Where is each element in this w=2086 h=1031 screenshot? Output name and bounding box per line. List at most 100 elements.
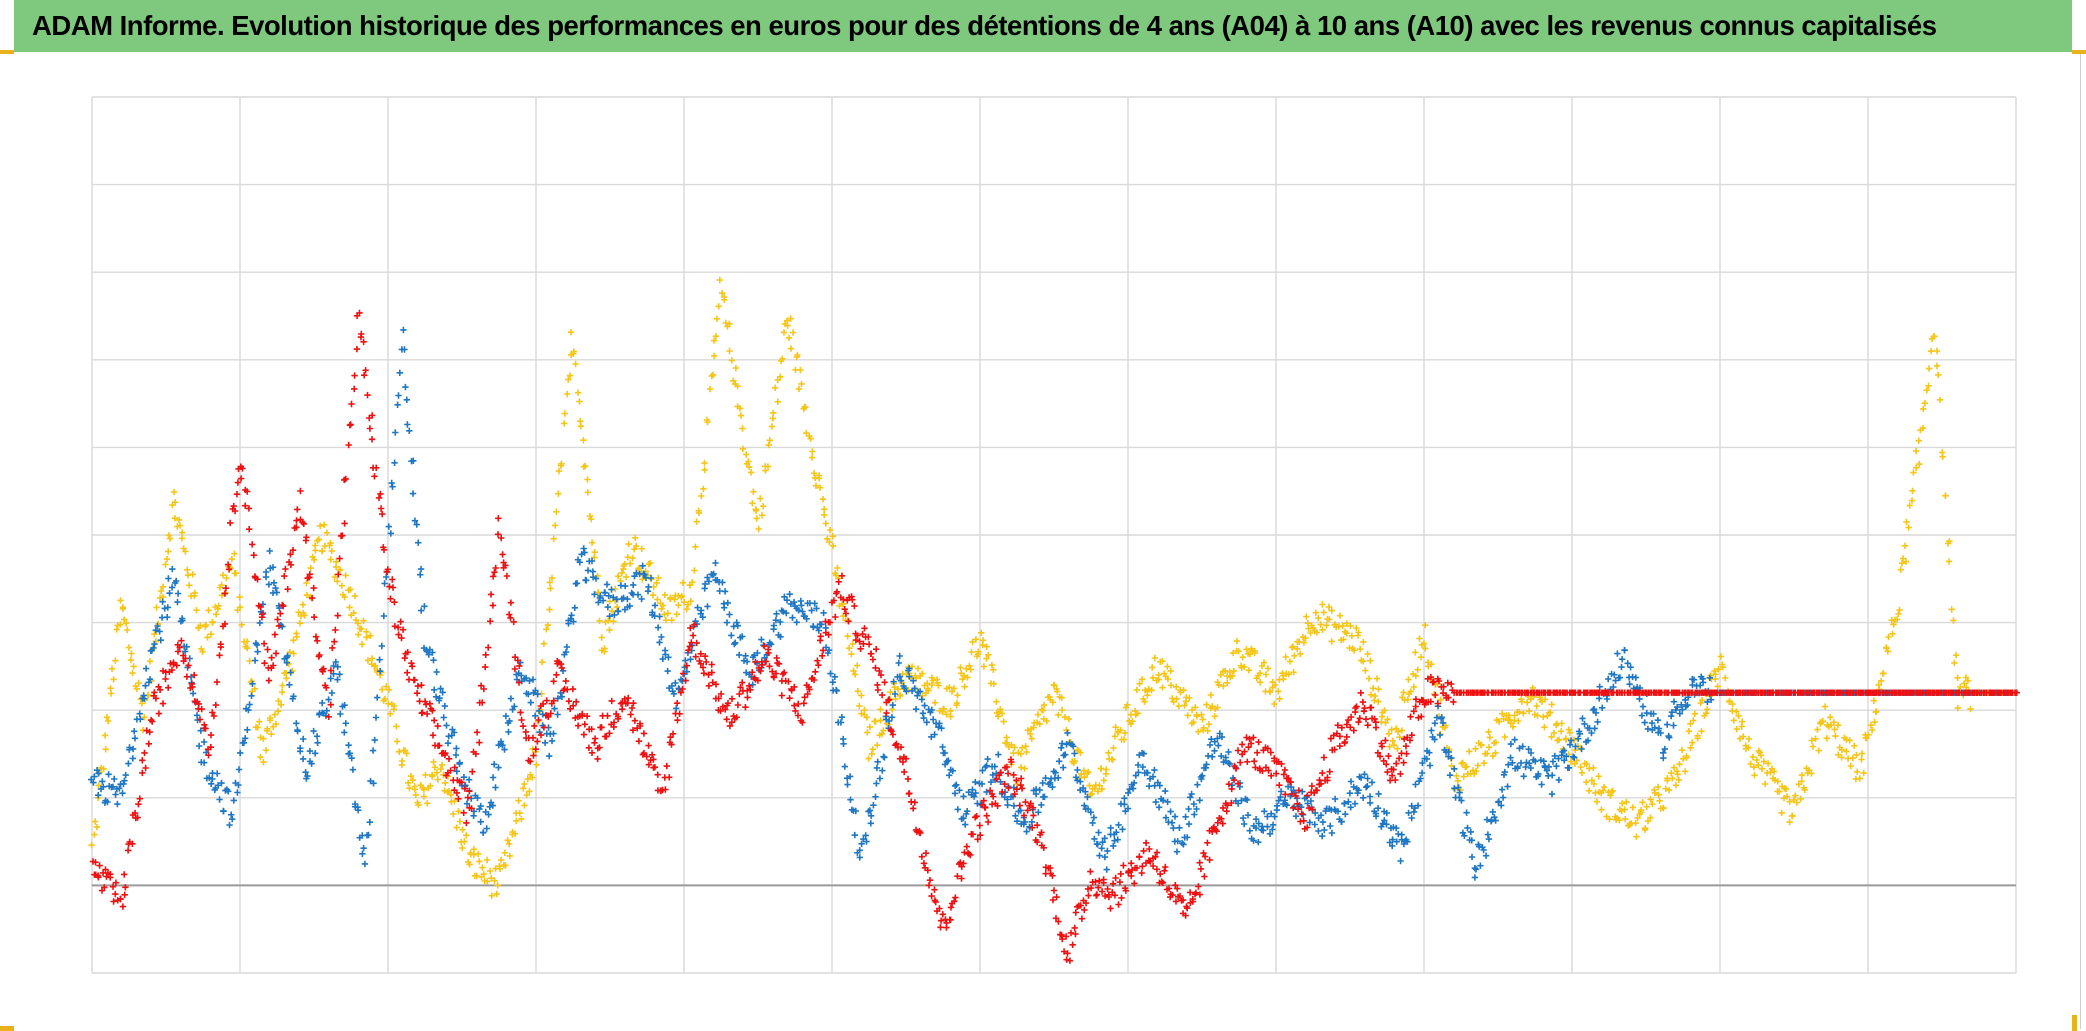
point-A10: [812, 668, 819, 675]
point-A07: [563, 643, 571, 651]
point-A04: [993, 698, 1000, 705]
point-A07: [437, 685, 444, 692]
point-A07: [1206, 741, 1214, 749]
point-A07: [1319, 818, 1327, 826]
point-A07: [1171, 813, 1179, 820]
point-A10: [445, 755, 453, 762]
point-A10: [958, 875, 965, 882]
point-A04: [496, 862, 503, 870]
point-A10: [122, 884, 129, 891]
point-A04: [1422, 645, 1429, 652]
point-A07: [783, 609, 790, 617]
point-A04: [515, 797, 522, 804]
point-A10: [1245, 744, 1252, 751]
point-A04: [683, 606, 690, 613]
point-A07: [299, 755, 307, 763]
point-A04: [1412, 649, 1419, 656]
point-A07: [1428, 727, 1435, 734]
point-A10: [794, 712, 802, 719]
point-A10: [1072, 930, 1079, 938]
point-A04: [1599, 787, 1607, 794]
point-A07: [1707, 696, 1715, 703]
point-A07: [1281, 797, 1288, 804]
point-A04: [100, 765, 107, 773]
point-A10: [1267, 749, 1274, 756]
point-A10: [573, 698, 580, 705]
point-A04: [943, 711, 950, 718]
point-A10: [910, 805, 917, 812]
point-A07: [380, 612, 387, 620]
point-A10: [1382, 737, 1389, 744]
point-A07: [1121, 795, 1128, 802]
point-A07: [1499, 794, 1507, 801]
point-A04: [1454, 777, 1462, 784]
point-A07: [873, 764, 881, 772]
point-A04: [765, 441, 772, 449]
point-A10: [1049, 872, 1056, 879]
point-A10: [1024, 807, 1031, 814]
point-A04: [543, 626, 550, 633]
point-A07: [1581, 720, 1588, 728]
page-border-right: [2080, 54, 2081, 1029]
point-A04: [1782, 785, 1790, 793]
point-A04: [1786, 798, 1793, 805]
point-A04: [667, 594, 674, 601]
point-A10: [580, 731, 588, 738]
point-A10: [990, 793, 997, 800]
point-A10: [156, 686, 164, 693]
point-A04: [826, 538, 833, 546]
point-A04: [1593, 798, 1601, 805]
point-A10: [1112, 874, 1119, 882]
point-A10: [1120, 862, 1127, 869]
point-A07: [440, 714, 447, 721]
point-A04: [1585, 787, 1593, 794]
point-A04: [1808, 737, 1815, 744]
point-A07: [777, 618, 784, 626]
point-A07: [91, 773, 98, 780]
point-A04: [1711, 667, 1718, 675]
point-A04: [829, 533, 836, 540]
point-A10: [348, 400, 355, 408]
point-A10: [635, 738, 643, 745]
point-A04: [947, 707, 954, 715]
point-A07: [1509, 759, 1516, 766]
point-A07: [1115, 821, 1122, 829]
point-A04: [336, 566, 344, 574]
point-A07: [656, 613, 663, 620]
point-A04: [93, 823, 101, 831]
point-A07: [914, 692, 921, 699]
point-A04: [1205, 721, 1213, 728]
point-A07: [1119, 826, 1126, 833]
point-A04: [1472, 745, 1479, 752]
point-A07: [306, 747, 314, 755]
point-A04: [1609, 787, 1616, 795]
point-A04: [794, 351, 801, 359]
point-A07: [1632, 674, 1639, 681]
point-A07: [179, 617, 186, 624]
point-A10: [489, 602, 497, 609]
point-A07: [580, 545, 587, 552]
point-A10: [594, 755, 601, 763]
point-A10: [426, 700, 434, 707]
point-A10: [939, 911, 946, 918]
point-A04: [1159, 658, 1166, 665]
point-A04: [107, 690, 115, 697]
point-A10: [745, 682, 753, 689]
point-A04: [1386, 743, 1393, 750]
point-A10: [468, 805, 475, 812]
point-A10: [173, 662, 180, 669]
point-A04: [1351, 647, 1358, 654]
point-A07: [1404, 838, 1411, 845]
point-A10: [1104, 885, 1111, 893]
point-A07: [269, 564, 277, 571]
point-A04: [712, 333, 720, 340]
point-A10: [151, 689, 158, 696]
point-A04: [1831, 726, 1838, 733]
point-A10: [1338, 724, 1345, 731]
point-A04: [1328, 638, 1335, 645]
point-A04: [1312, 609, 1319, 616]
point-A10: [386, 583, 393, 590]
point-A10: [101, 884, 108, 891]
point-A04: [1460, 773, 1467, 780]
point-A07: [181, 648, 189, 655]
